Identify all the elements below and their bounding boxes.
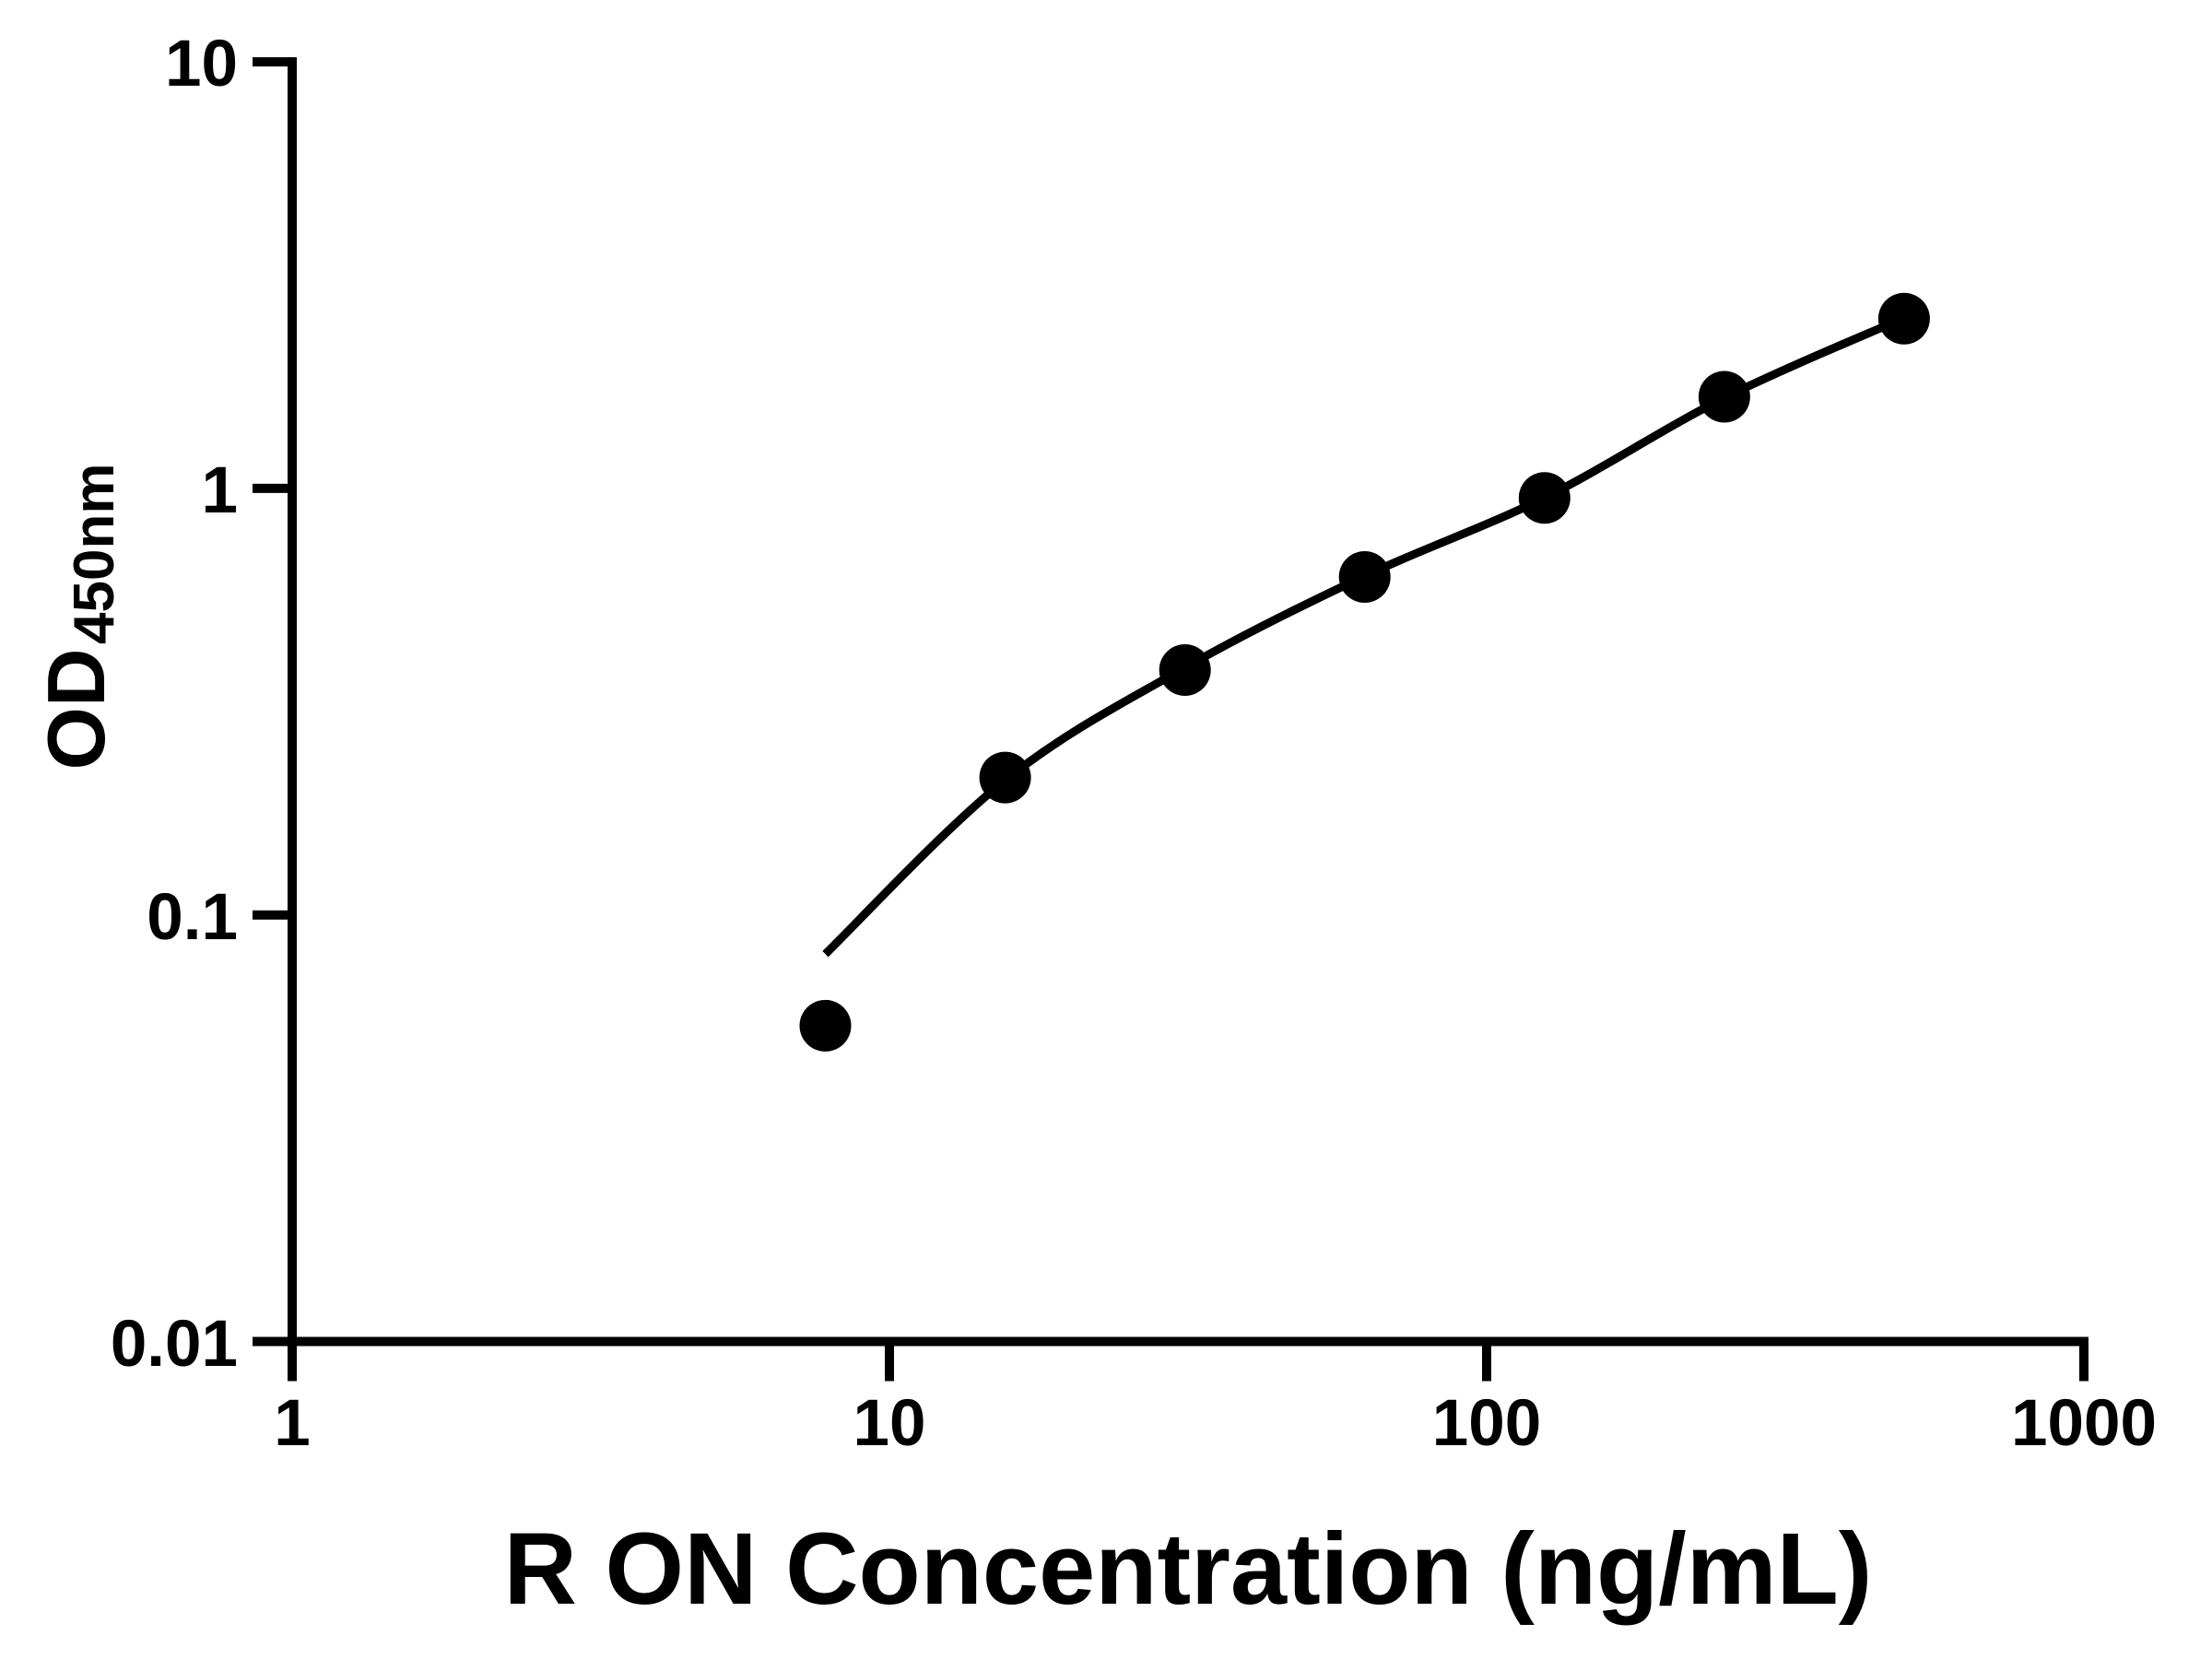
data-point bbox=[799, 999, 852, 1052]
y-tick-label-1: 1 bbox=[202, 454, 239, 527]
x-tick-label-10: 10 bbox=[853, 1387, 926, 1460]
data-point bbox=[979, 751, 1031, 804]
x-axis-title: R ON Concentration (ng/mL) bbox=[504, 1512, 1873, 1626]
y-axis-title: OD 450nm bbox=[30, 464, 126, 771]
labels-layer: 10 1 0.1 0.01 1 10 100 1000 R ON Concent… bbox=[30, 28, 2157, 1626]
x-tick-label-1000: 1000 bbox=[2011, 1387, 2157, 1460]
data-point bbox=[1877, 292, 1930, 345]
data-point bbox=[1518, 472, 1571, 524]
y-axis-title-subscript: 450nm bbox=[63, 464, 126, 644]
data-point bbox=[1698, 371, 1750, 423]
data-points-layer bbox=[799, 292, 1930, 1052]
y-tick-label-0.1: 0.1 bbox=[147, 881, 238, 954]
y-tick-label-10: 10 bbox=[165, 28, 238, 100]
x-tick-label-100: 100 bbox=[1432, 1387, 1541, 1460]
data-point bbox=[1159, 644, 1211, 696]
data-point bbox=[1338, 551, 1391, 603]
x-tick-label-1: 1 bbox=[274, 1387, 311, 1460]
axes-layer bbox=[253, 57, 2088, 1382]
y-axis-title-main: OD bbox=[30, 648, 122, 770]
y-tick-label-0.01: 0.01 bbox=[111, 1308, 238, 1381]
